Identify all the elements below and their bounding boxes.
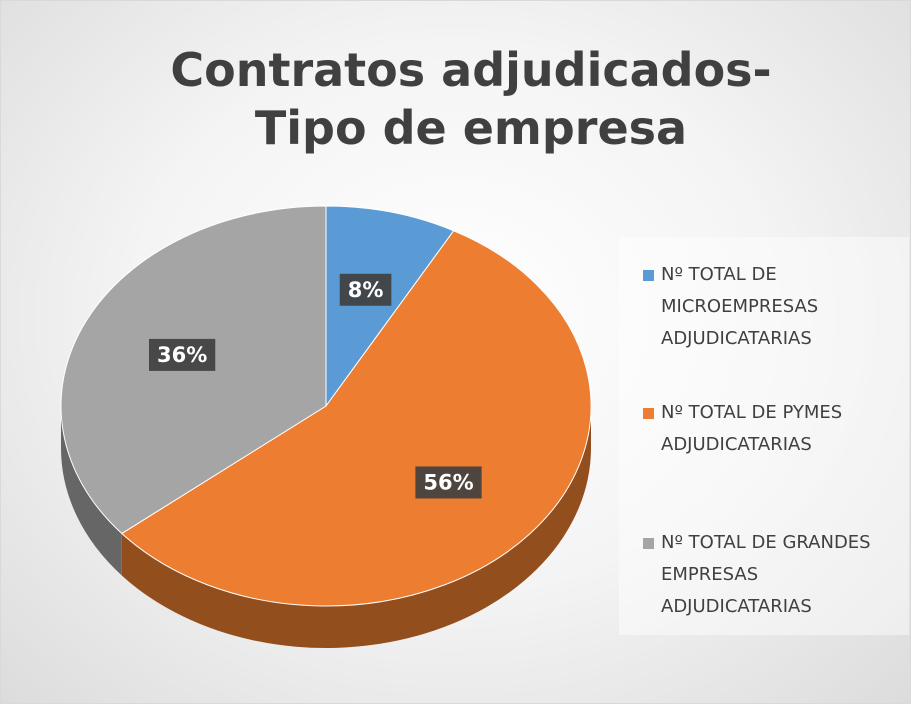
legend-item: Nº TOTAL DE MICROEMPRESAS ADJUDICATARIAS [643,259,905,355]
slice [120,230,592,607]
data-label-box [339,273,392,306]
data-label-box [415,466,482,499]
legend-item: Nº TOTAL DE GRANDES EMPRESAS ADJUDICATAR… [643,527,905,623]
data-label: 36% [148,338,216,371]
data-label: 8% [339,273,392,306]
legend: Nº TOTAL DE MICROEMPRESAS ADJUDICATARIAS… [619,237,909,635]
legend-swatch [643,538,654,549]
slice-side [121,406,591,648]
legend-swatch [643,408,654,419]
slice [325,205,455,408]
data-label-text: 8% [348,278,384,302]
chart-title: Contratos adjudicados-Tipo de empresa [170,43,772,155]
slice-side [60,406,122,576]
legend-label: Nº TOTAL DE GRANDES EMPRESAS ADJUDICATAR… [661,532,871,617]
legend-label: Nº TOTAL DE PYMES ADJUDICATARIAS [661,402,843,455]
data-label-text: 36% [157,343,207,367]
data-label-box [148,338,216,371]
data-label-text: 56% [423,470,473,494]
legend-swatch [643,270,654,281]
legend-label: Nº TOTAL DE MICROEMPRESAS ADJUDICATARIAS [661,264,819,349]
data-label: 56% [415,466,482,499]
legend-item: Nº TOTAL DE PYMES ADJUDICATARIAS [643,397,905,461]
